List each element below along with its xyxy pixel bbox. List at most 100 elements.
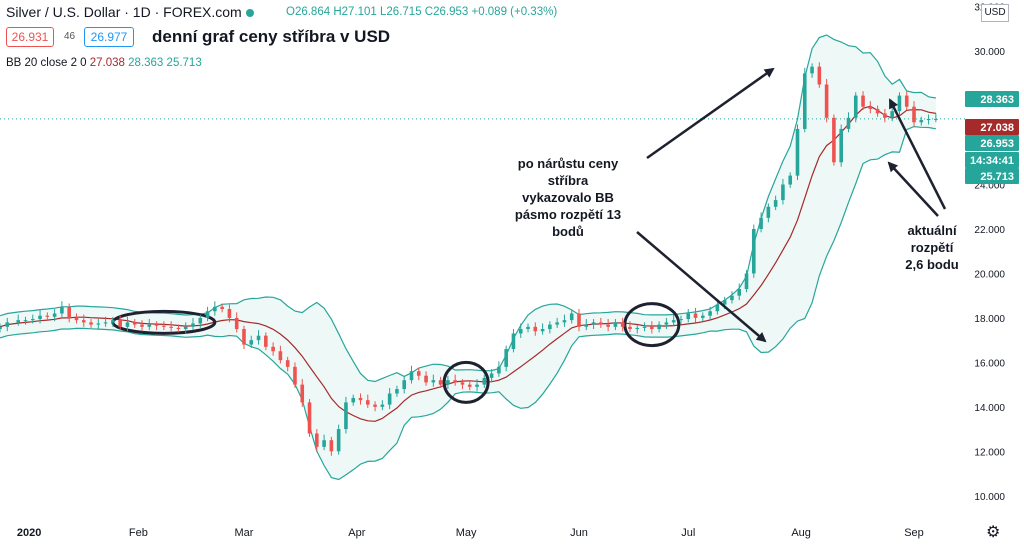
candle — [701, 315, 705, 318]
buy-price-box[interactable]: 26.977 — [84, 27, 134, 47]
price-tick-label: 14.000 — [974, 403, 1005, 414]
candle — [802, 73, 807, 129]
bollinger-band-fill — [0, 35, 936, 480]
candle — [23, 320, 28, 322]
candle — [300, 384, 305, 403]
time-tick-label: Aug — [791, 527, 811, 539]
sell-price-box[interactable]: 26.931 — [6, 27, 54, 47]
price-tick-label: 18.000 — [974, 314, 1005, 325]
candle — [183, 326, 188, 330]
price-axis: 10.000 12.000 14.000 16.000 18.000 20.000 22.0… — [974, 3, 1005, 503]
candle — [249, 340, 254, 345]
candle — [904, 95, 909, 107]
candle — [278, 351, 283, 361]
candle — [482, 377, 487, 385]
candle — [467, 384, 472, 387]
candle — [191, 323, 195, 327]
candle — [96, 323, 101, 325]
candle — [256, 335, 261, 341]
candle — [934, 118, 938, 120]
candle — [67, 306, 71, 318]
candle — [730, 295, 734, 301]
candle — [395, 389, 399, 394]
candle — [147, 324, 152, 327]
candle — [795, 128, 800, 176]
candle — [744, 273, 749, 290]
annotation-band-width-13: po nárůstu ceny stříbra vykazovalo BB pá… — [514, 156, 622, 239]
time-tick-label: Apr — [348, 527, 365, 539]
candle — [613, 322, 618, 327]
bb-indicator-legend[interactable]: BB 20 close 2 0 27.038 28.363 25.713 — [6, 57, 202, 69]
candle — [533, 326, 538, 332]
candle — [89, 322, 93, 325]
price-label: 25.713 — [980, 171, 1014, 183]
candle — [781, 184, 785, 201]
candle — [926, 118, 931, 121]
candle — [606, 324, 610, 327]
candle — [497, 366, 501, 374]
candle — [817, 66, 822, 85]
candle — [890, 111, 894, 118]
candle — [409, 371, 414, 381]
candle — [60, 306, 64, 314]
annotation-arrow — [887, 161, 939, 217]
price-tick-label: 16.000 — [974, 358, 1005, 369]
candle — [766, 206, 771, 218]
time-tick-label: May — [456, 527, 477, 539]
price-label-box — [965, 135, 1019, 151]
candle — [897, 95, 902, 112]
gear-icon[interactable]: ⚙ — [986, 524, 1001, 541]
candle — [118, 320, 122, 327]
price-label-box — [965, 119, 1019, 135]
candle — [635, 327, 640, 330]
candle — [220, 306, 224, 310]
annotation-arrow — [636, 231, 767, 343]
candle — [788, 175, 793, 185]
candle — [198, 317, 203, 324]
ohlc-readout: O26.864 H27.101 L26.715 C26.953 +0.089 (… — [286, 6, 558, 18]
bollinger-band — [0, 34, 937, 481]
candle — [686, 313, 691, 320]
time-tick-label: Feb — [129, 527, 148, 539]
time-tick-label: Jul — [681, 527, 695, 539]
candle — [416, 371, 421, 376]
candle — [154, 324, 159, 326]
candle — [912, 106, 916, 123]
candle — [475, 384, 479, 387]
candle — [642, 326, 647, 328]
price-labels: 28.363 27.038 26.953 14:34:41 25.713 — [965, 91, 1019, 184]
bollinger-lower-line — [0, 125, 937, 481]
candle — [213, 306, 217, 312]
currency-label[interactable]: USD — [981, 4, 1009, 22]
candle — [620, 322, 625, 327]
squeeze-ellipse — [442, 360, 490, 404]
candle — [293, 366, 297, 385]
candle — [824, 84, 829, 118]
candle — [38, 315, 42, 320]
candle — [242, 329, 246, 345]
candle — [387, 393, 392, 405]
candle — [853, 95, 858, 118]
candle — [125, 322, 130, 327]
annotation-arrow — [888, 98, 947, 210]
symbol-title[interactable]: Silver / U.S. Dollar · 1D · FOREX.com — [6, 4, 254, 20]
candle — [329, 440, 334, 452]
candle — [875, 108, 880, 114]
price-label-box — [965, 152, 1019, 168]
price-tick-label: 22.000 — [974, 225, 1005, 236]
candle — [227, 309, 232, 318]
candle — [650, 326, 654, 330]
candle — [351, 397, 356, 403]
candle — [671, 320, 676, 323]
annotation-arrows — [636, 67, 947, 343]
candle — [846, 117, 851, 129]
price-label: 26.953 — [980, 138, 1014, 150]
candle — [380, 404, 385, 407]
spread-value: 46 — [64, 31, 76, 42]
candle — [540, 329, 545, 332]
time-tick-label: Mar — [235, 527, 254, 539]
candle — [715, 304, 720, 312]
price-tick-label: 24.000 — [974, 181, 1005, 192]
candle — [453, 380, 457, 383]
